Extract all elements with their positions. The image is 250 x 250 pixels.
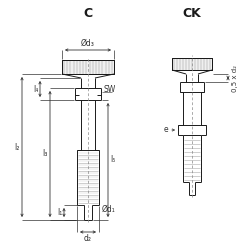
Bar [62, 60, 114, 74]
Text: l₅: l₅ [110, 156, 116, 164]
Text: l₂: l₂ [14, 142, 20, 152]
Text: C: C [84, 7, 92, 20]
Text: l₃: l₃ [42, 150, 48, 158]
Text: d₂: d₂ [84, 234, 92, 243]
Text: Ød₃: Ød₃ [81, 39, 95, 48]
Text: e: e [164, 126, 168, 134]
Text: 0,5 x d₂: 0,5 x d₂ [232, 64, 238, 92]
Text: SW: SW [104, 86, 116, 94]
Text: Ød₁: Ød₁ [102, 204, 116, 214]
Text: CK: CK [182, 7, 202, 20]
Text: l₄: l₄ [33, 84, 38, 94]
Text: l₁: l₁ [57, 208, 62, 217]
Bar [172, 58, 212, 70]
